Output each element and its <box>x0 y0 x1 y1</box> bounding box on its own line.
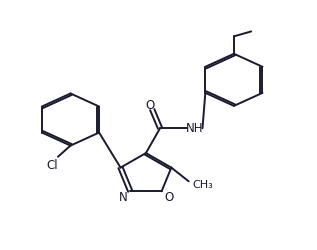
Text: CH₃: CH₃ <box>193 180 213 190</box>
Text: NH: NH <box>186 122 204 135</box>
Text: O: O <box>164 190 173 203</box>
Text: N: N <box>119 190 128 203</box>
Text: Cl: Cl <box>47 158 58 171</box>
Text: O: O <box>145 98 154 111</box>
